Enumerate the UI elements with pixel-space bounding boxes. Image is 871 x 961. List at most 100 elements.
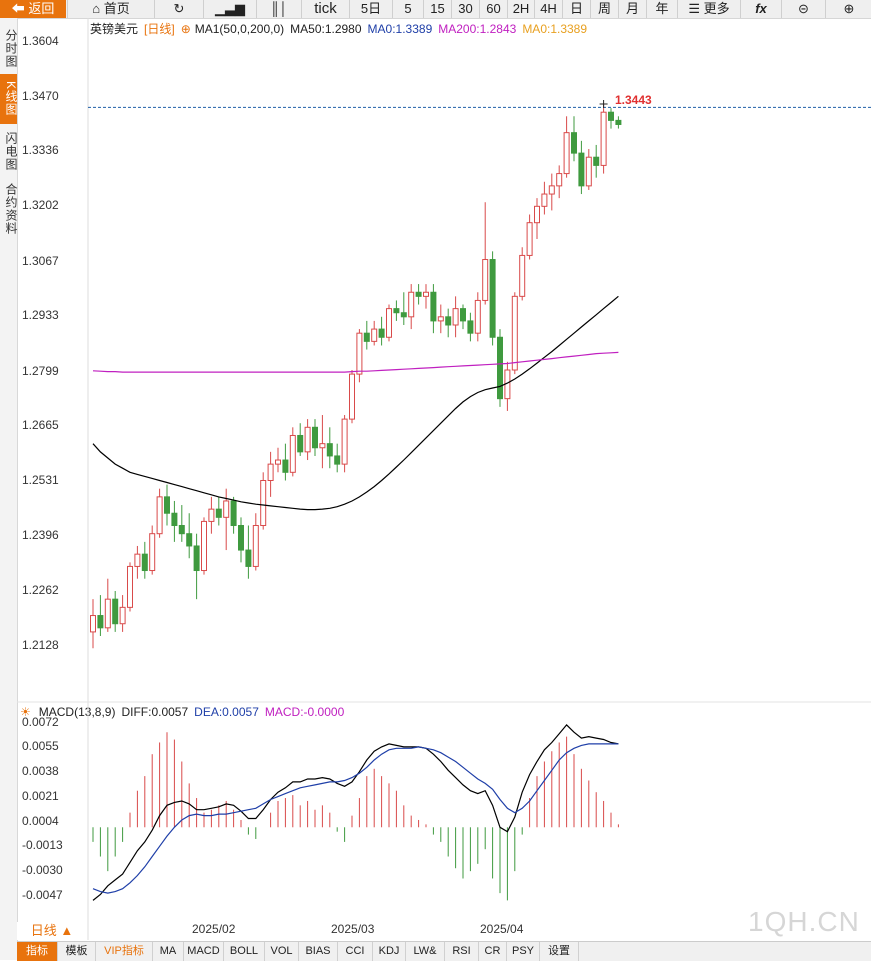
candle-body xyxy=(489,259,496,338)
candle-body xyxy=(519,254,526,297)
tab-macd[interactable]: MACD xyxy=(184,942,224,961)
candle-body xyxy=(186,533,193,547)
candle-body xyxy=(134,553,141,567)
main-legend: 英镑美元 [日线] ⊕ MA1(50,0,200,0) MA50:1.2980 MA0:1… xyxy=(90,21,593,37)
candle-body xyxy=(415,291,422,297)
zoom-out-button[interactable]: ⊝ xyxy=(781,0,825,18)
tab-kdj[interactable]: KDJ xyxy=(373,942,406,961)
candle-body xyxy=(245,549,252,567)
refresh-button[interactable]: ↻ xyxy=(154,0,203,18)
date-label: 2025/02 xyxy=(192,922,236,936)
tab-vip-indicators[interactable]: VIP指标 xyxy=(96,942,153,961)
candle-body xyxy=(437,316,444,322)
bar-chart-icon: ▁▃▆ xyxy=(215,1,245,16)
sidebar-item-kline[interactable]: K线图 xyxy=(0,74,18,124)
price-tick: 1.3470 xyxy=(22,89,59,103)
candle-body xyxy=(267,463,274,481)
settings-circle-icon[interactable]: ⊕ xyxy=(180,22,191,36)
candle-body xyxy=(326,443,333,457)
candle-body xyxy=(445,316,452,326)
tab-ma[interactable]: MA xyxy=(153,942,184,961)
date-label: 2025/04 xyxy=(480,922,524,936)
tab-5day[interactable]: 5日 xyxy=(349,0,392,18)
period-selector[interactable]: 日线 ▲ xyxy=(17,922,87,940)
macd-tick: 0.0055 xyxy=(22,739,59,753)
candle-body xyxy=(141,553,148,572)
candle-body xyxy=(282,459,289,473)
price-tick: 1.3604 xyxy=(22,34,59,48)
period-label: [日线] xyxy=(144,22,175,36)
back-button[interactable]: ⬅ 返回 xyxy=(0,0,66,18)
candle-body xyxy=(452,308,459,326)
tab-indicators[interactable]: 指标 xyxy=(17,942,58,961)
tab-lw[interactable]: LW& xyxy=(406,942,445,961)
candle-body xyxy=(482,259,489,301)
menu-icon: ☰ xyxy=(688,1,700,16)
sidebar-item-flash[interactable]: 闪电图 xyxy=(4,131,18,171)
dea-value: DEA:0.0057 xyxy=(194,705,259,719)
zoom-in-button[interactable]: ⊕ xyxy=(825,0,871,18)
tab-4h[interactable]: 4H xyxy=(534,0,562,18)
tab-cci[interactable]: CCI xyxy=(338,942,373,961)
macd-group xyxy=(92,724,619,901)
tab-psy[interactable]: PSY xyxy=(507,942,540,961)
candle-body xyxy=(252,525,259,567)
tab-tick[interactable]: tick xyxy=(301,0,349,18)
indicator-tab-bar: 指标 模板 VIP指标 MA MACD BOLL VOL BIAS CCI KD… xyxy=(17,941,871,961)
home-button[interactable]: ⌂ 首页 xyxy=(67,0,154,18)
candle-body xyxy=(104,598,111,629)
candle-toggle-button[interactable]: ║│ xyxy=(256,0,301,18)
candle-body xyxy=(334,455,341,465)
tab-60min[interactable]: 60 xyxy=(479,0,507,18)
price-tick: 1.2933 xyxy=(22,308,59,322)
macd-tick: 0.0021 xyxy=(22,789,59,803)
candle-body xyxy=(526,222,533,256)
tab-2h[interactable]: 2H xyxy=(507,0,534,18)
tab-rsi[interactable]: RSI xyxy=(445,942,479,961)
candle-body xyxy=(578,152,585,187)
tab-30min[interactable]: 30 xyxy=(451,0,479,18)
tab-settings[interactable]: 设置 xyxy=(540,942,579,961)
tab-boll[interactable]: BOLL xyxy=(224,942,265,961)
chart-type-button[interactable]: ▁▃▆ xyxy=(203,0,256,18)
macd-tick: -0.0013 xyxy=(22,838,63,852)
diff-value: DIFF:0.0057 xyxy=(121,705,189,719)
candle-body xyxy=(571,132,577,154)
tab-vol[interactable]: VOL xyxy=(265,942,299,961)
tab-week[interactable]: 周 xyxy=(590,0,618,18)
tab-5min[interactable]: 5 xyxy=(392,0,423,18)
candle-body xyxy=(238,525,244,551)
tab-15min[interactable]: 15 xyxy=(423,0,451,18)
sidebar-item-contract[interactable]: 合约资料 xyxy=(4,183,18,235)
tab-cr[interactable]: CR xyxy=(479,942,507,961)
sun-settings-icon[interactable]: ☀ xyxy=(20,705,31,719)
tab-bias[interactable]: BIAS xyxy=(299,942,338,961)
candle-body xyxy=(208,508,215,522)
sidebar-item-timeshare[interactable]: 分时图 xyxy=(4,28,18,68)
formula-button[interactable]: fx xyxy=(740,0,781,18)
ma-indicator-label[interactable]: MA1(50,0,200,0) xyxy=(194,22,285,36)
tab-month[interactable]: 月 xyxy=(618,0,646,18)
price-tick: 1.2665 xyxy=(22,418,59,432)
macd-tick: 0.0072 xyxy=(22,715,59,729)
candle-body xyxy=(275,459,281,465)
macd-name[interactable]: MACD(13,8,9) xyxy=(38,705,116,719)
macd-tick: -0.0047 xyxy=(22,888,63,902)
candlestick-icon: ║│ xyxy=(270,1,288,16)
tab-year[interactable]: 年 xyxy=(646,0,677,18)
candle-body xyxy=(371,328,378,342)
ma200-value: MA200:1.2843 xyxy=(438,22,517,36)
tab-templates[interactable]: 模板 xyxy=(58,942,96,961)
candle-body xyxy=(423,291,429,297)
candle-body xyxy=(171,512,178,527)
more-button[interactable]: ☰ 更多 xyxy=(677,0,740,18)
diff-line xyxy=(92,724,619,901)
tab-day[interactable]: 日 xyxy=(562,0,590,18)
candle-body xyxy=(97,615,104,629)
candle-body xyxy=(585,156,592,187)
candle-body xyxy=(467,320,474,334)
candle-body xyxy=(548,185,555,195)
candle-body xyxy=(541,193,548,207)
candle-body xyxy=(474,299,481,334)
